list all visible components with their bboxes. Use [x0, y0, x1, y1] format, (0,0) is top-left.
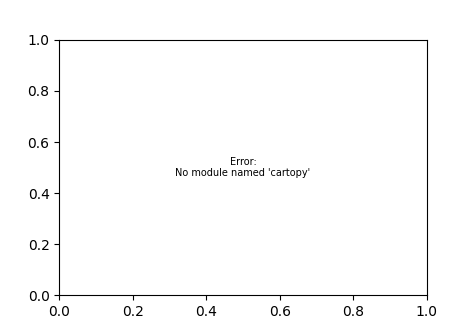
Text: Error:
No module named 'cartopy': Error: No module named 'cartopy' — [175, 157, 310, 179]
